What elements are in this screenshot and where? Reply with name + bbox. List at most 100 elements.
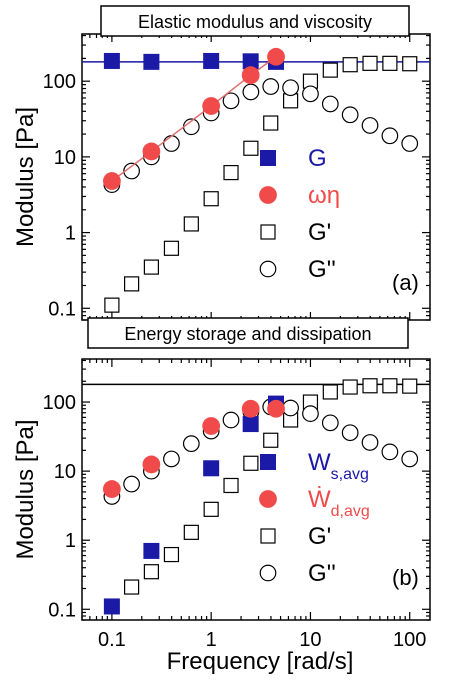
panel-title-box — [100, 5, 410, 37]
y-tick-label: 0.1 — [48, 599, 76, 621]
data-point — [361, 434, 379, 451]
data-point — [102, 172, 121, 190]
data-point — [203, 52, 220, 69]
y-tick-label: 0.1 — [48, 298, 76, 320]
data-point — [321, 95, 339, 113]
legend-label: Ws,avg — [308, 449, 369, 483]
data-point — [381, 127, 399, 145]
data-point — [241, 66, 260, 85]
data-point — [223, 164, 239, 181]
y-tick-label: 10 — [54, 461, 76, 483]
data-point — [163, 546, 180, 563]
panel-label: (a) — [392, 270, 419, 295]
data-point — [282, 399, 299, 417]
y-axis-label: Modulus [Pa] — [12, 107, 39, 247]
legend-marker — [260, 454, 276, 470]
data-point — [163, 135, 180, 152]
data-point — [143, 53, 160, 70]
x-tick-label: 10 — [299, 629, 321, 651]
legend-marker — [259, 564, 277, 582]
legend-label: ωη — [308, 182, 340, 209]
data-point — [163, 240, 180, 256]
y-tick-label: 1 — [65, 530, 76, 552]
x-tick-label: 1 — [206, 629, 217, 651]
data-point — [302, 405, 319, 423]
data-point — [103, 52, 120, 69]
data-point — [182, 435, 200, 453]
data-point — [163, 450, 180, 468]
data-point — [123, 162, 140, 180]
data-point — [302, 85, 319, 103]
data-point — [203, 460, 220, 477]
data-point — [361, 117, 379, 134]
data-point — [321, 414, 339, 432]
legend-marker — [260, 224, 276, 240]
data-point — [267, 399, 285, 418]
data-point — [262, 78, 280, 95]
data-point — [202, 417, 221, 435]
data-point — [222, 92, 240, 110]
x-tick-label: 100 — [393, 629, 426, 651]
y-tick-label: 100 — [43, 392, 76, 414]
legend-label: G — [308, 145, 327, 172]
data-point — [142, 142, 161, 161]
data-point — [183, 216, 199, 232]
legend-label: G' — [308, 523, 331, 550]
legend-subscript: d,avg — [331, 503, 370, 520]
legend-label: G'' — [308, 560, 336, 587]
data-point — [222, 411, 240, 429]
data-point — [202, 97, 221, 115]
y-tick-label: 1 — [65, 223, 76, 245]
data-point — [267, 47, 285, 66]
data-point — [362, 378, 378, 394]
data-point — [142, 455, 161, 474]
legend-subscript: s,avg — [331, 466, 369, 483]
panel-title: Energy storage and dissipation — [124, 324, 371, 344]
data-point — [124, 276, 140, 292]
data-point — [322, 62, 338, 78]
legend-marker — [260, 528, 276, 544]
data-point — [282, 79, 299, 97]
y-axis-label: Modulus [Pa] — [12, 419, 39, 559]
legend-label: G' — [308, 219, 331, 246]
data-point — [241, 399, 260, 418]
panel-title: Elastic modulus and viscosity — [138, 12, 372, 32]
data-point — [203, 501, 219, 517]
data-point — [243, 455, 259, 471]
legend-marker — [259, 490, 277, 508]
data-point — [342, 57, 358, 73]
panel-label: (b) — [392, 565, 419, 590]
data-point — [402, 378, 418, 394]
data-point — [124, 579, 140, 595]
data-point — [123, 475, 140, 493]
data-point — [143, 259, 159, 275]
panel-title-box — [87, 317, 409, 349]
legend-label: Ẇd,avg — [308, 486, 370, 520]
data-point — [322, 384, 338, 400]
plot-frame — [81, 358, 431, 621]
legend-marker — [259, 186, 277, 204]
data-point — [242, 83, 260, 101]
data-point — [381, 443, 399, 461]
data-point — [263, 432, 279, 448]
x-tick-label: 0.1 — [98, 629, 126, 651]
data-point — [382, 378, 398, 394]
legend-label: G'' — [308, 256, 336, 283]
data-point — [401, 450, 419, 468]
data-point — [342, 379, 358, 395]
data-point — [402, 56, 418, 72]
data-point — [143, 564, 159, 580]
legend-marker — [260, 150, 276, 166]
data-point — [242, 416, 259, 433]
data-point — [362, 55, 378, 71]
y-tick-label: 100 — [43, 71, 76, 93]
data-point — [103, 598, 120, 615]
x-axis-label: Frequency [rad/s] — [167, 648, 354, 675]
data-point — [183, 524, 199, 540]
data-point — [382, 55, 398, 71]
data-point — [242, 53, 259, 70]
y-tick-label: 10 — [54, 147, 76, 169]
